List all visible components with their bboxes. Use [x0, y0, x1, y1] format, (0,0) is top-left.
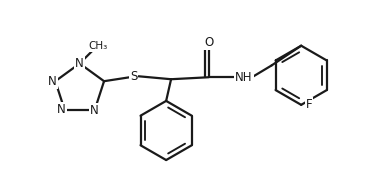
Text: N: N: [75, 57, 84, 70]
Text: O: O: [204, 36, 213, 49]
Text: NH: NH: [235, 71, 253, 84]
Text: S: S: [130, 70, 137, 83]
Text: F: F: [306, 98, 312, 111]
Text: N: N: [90, 104, 99, 117]
Text: N: N: [48, 75, 57, 88]
Text: CH₃: CH₃: [89, 41, 108, 51]
Text: N: N: [57, 103, 66, 116]
